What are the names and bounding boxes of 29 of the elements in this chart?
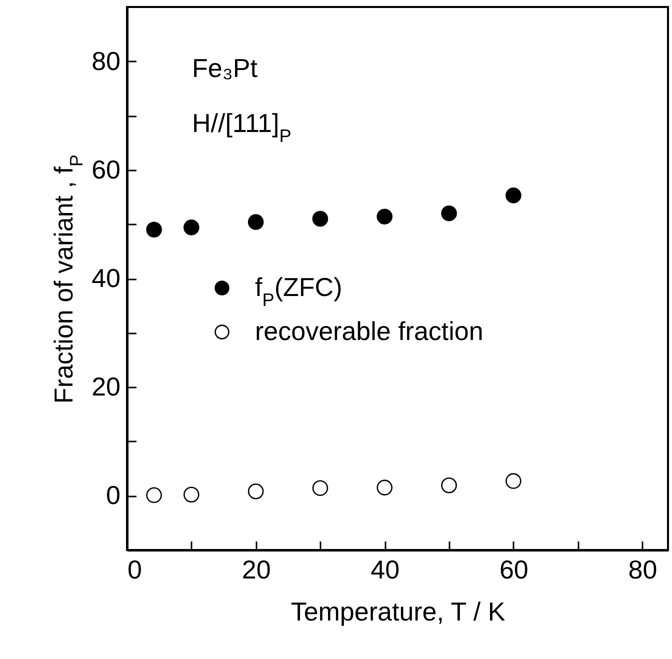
legend-label: f$_{P}$(ZFC) (255, 272, 342, 310)
y-tick-label: 0 (106, 480, 120, 510)
y-tick-label: 40 (92, 263, 120, 293)
point (248, 214, 264, 230)
point (441, 205, 457, 222)
x-axis-title: Temperature, T / K (290, 596, 506, 626)
y-tick-label: 80 (92, 46, 120, 76)
x-tick-label: 0 (128, 554, 142, 584)
y-tick-label: 20 (92, 372, 120, 402)
point (312, 480, 328, 496)
y-tick-label: 60 (92, 154, 120, 184)
point (441, 478, 457, 494)
point (184, 220, 200, 236)
annotation: Fe₃Pt (192, 53, 258, 83)
x-tick-label: 20 (242, 554, 271, 584)
x-tick-label: 60 (499, 554, 528, 584)
point (312, 210, 328, 227)
annotation: H//[111]$_{P}$ (192, 108, 292, 146)
point (146, 222, 162, 238)
point (248, 483, 264, 500)
x-tick-label: 40 (370, 554, 400, 584)
point (146, 487, 162, 504)
point (184, 486, 200, 502)
point (506, 188, 522, 204)
point (376, 208, 393, 224)
point (376, 480, 393, 496)
x-tick-label: 80 (628, 554, 658, 584)
legend-label: recoverable fraction (255, 316, 484, 346)
point (506, 473, 522, 489)
